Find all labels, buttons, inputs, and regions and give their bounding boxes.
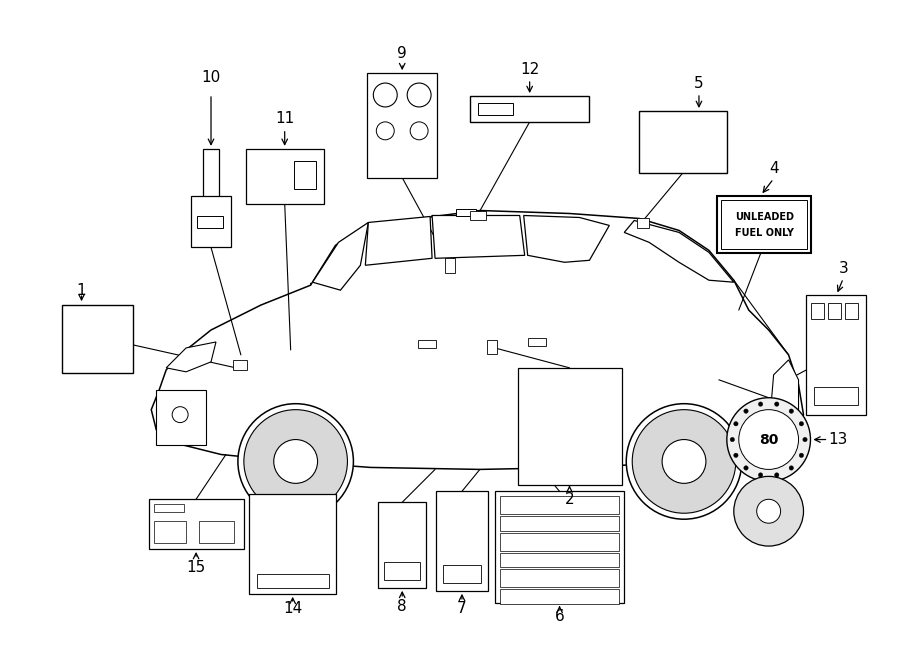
Bar (717, 196, 812, 253)
Text: FUEL ONLY: FUEL ONLY (734, 229, 794, 239)
Bar (806, 295, 866, 414)
Circle shape (172, 407, 188, 422)
Bar (233, 360, 247, 370)
Polygon shape (312, 223, 368, 290)
Bar (191, 196, 231, 247)
Text: 15: 15 (186, 559, 206, 574)
Text: 4: 4 (769, 161, 778, 176)
Text: 5: 5 (694, 75, 704, 91)
Circle shape (632, 410, 736, 513)
Bar (246, 149, 323, 204)
Bar (500, 553, 619, 567)
Circle shape (730, 438, 734, 442)
Bar (721, 200, 807, 249)
Text: 14: 14 (283, 602, 302, 616)
Bar (436, 491, 488, 591)
Circle shape (759, 402, 763, 407)
Circle shape (734, 422, 738, 426)
Circle shape (775, 402, 778, 407)
Circle shape (757, 499, 780, 524)
Bar (154, 521, 186, 543)
Bar (445, 258, 455, 273)
Bar (248, 494, 337, 594)
Text: 3: 3 (839, 260, 848, 276)
Text: 1: 1 (76, 283, 86, 297)
Bar (470, 96, 590, 122)
Bar (418, 340, 436, 348)
Bar (157, 390, 206, 444)
Circle shape (743, 409, 748, 413)
Text: 12: 12 (520, 61, 539, 77)
Bar (154, 504, 184, 512)
Bar (500, 516, 619, 531)
Polygon shape (151, 210, 804, 469)
Text: 10: 10 (202, 69, 220, 85)
Text: 13: 13 (829, 432, 848, 447)
Text: 2: 2 (564, 492, 574, 507)
Bar (470, 210, 486, 221)
Polygon shape (166, 342, 216, 372)
Bar (500, 533, 619, 551)
Circle shape (407, 83, 431, 107)
Circle shape (374, 83, 397, 107)
Bar (828, 303, 842, 319)
Polygon shape (770, 360, 798, 434)
Bar (639, 111, 727, 173)
Bar (500, 496, 619, 514)
Bar (378, 502, 426, 588)
Bar (845, 303, 859, 319)
Circle shape (789, 409, 794, 413)
Circle shape (799, 422, 804, 426)
Polygon shape (365, 217, 432, 265)
Circle shape (803, 438, 807, 442)
Circle shape (662, 440, 706, 483)
Circle shape (410, 122, 428, 140)
Circle shape (244, 410, 347, 513)
Bar (495, 491, 625, 603)
Circle shape (734, 453, 738, 457)
Bar (149, 499, 244, 549)
Bar (812, 303, 824, 319)
Polygon shape (524, 215, 609, 262)
Circle shape (734, 477, 804, 546)
Text: 8: 8 (398, 600, 407, 614)
Circle shape (799, 453, 804, 457)
Bar (456, 208, 476, 217)
Circle shape (274, 440, 318, 483)
Bar (478, 103, 513, 115)
Circle shape (238, 404, 354, 519)
Bar (199, 521, 234, 543)
Bar (443, 565, 481, 583)
Bar (487, 340, 497, 354)
Bar (203, 149, 219, 204)
Text: UNLEADED: UNLEADED (734, 212, 794, 223)
Bar (61, 305, 133, 373)
Text: 80: 80 (759, 432, 778, 447)
Circle shape (759, 473, 763, 477)
Circle shape (727, 398, 811, 481)
Circle shape (789, 466, 794, 470)
Bar (500, 589, 619, 604)
Circle shape (376, 122, 394, 140)
Circle shape (743, 466, 748, 470)
Circle shape (775, 473, 778, 477)
Bar (293, 161, 316, 188)
Bar (637, 219, 649, 229)
Bar (197, 217, 223, 229)
Bar (256, 574, 328, 588)
Polygon shape (432, 215, 525, 258)
Bar (518, 368, 622, 485)
Text: 9: 9 (397, 46, 407, 61)
Text: 6: 6 (554, 609, 564, 624)
Bar (527, 338, 545, 346)
Bar (367, 73, 437, 178)
Bar (814, 387, 859, 405)
Text: 7: 7 (457, 602, 467, 616)
Bar (500, 569, 619, 587)
Circle shape (739, 410, 798, 469)
Text: 11: 11 (275, 112, 294, 126)
Bar (384, 562, 420, 580)
Circle shape (626, 404, 742, 519)
Polygon shape (625, 221, 733, 282)
